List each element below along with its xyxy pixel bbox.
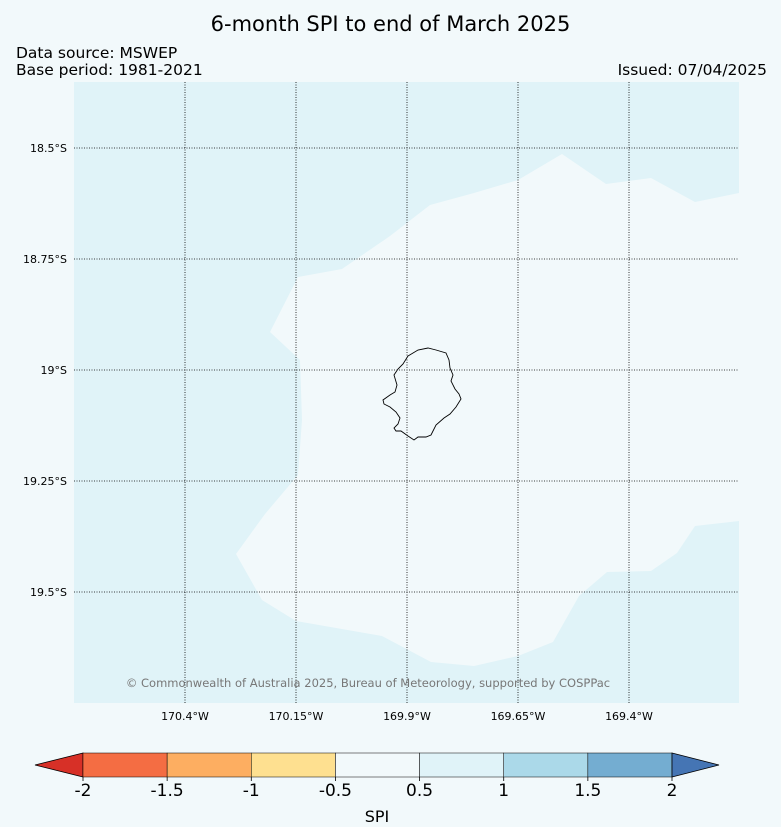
lon-label-170-4: 170.4°W [161,710,209,723]
lat-label-19: 19°S [41,364,67,377]
colorbar-extend-high [671,752,720,778]
colorbar-extend-low [34,752,84,778]
lon-label-170-15: 170.15°W [269,710,324,723]
colorbar [34,752,720,778]
colorbar-tick-label: 2 [667,781,678,801]
lat-label-19-5: 19.5°S [30,586,67,599]
lat-label-19-25: 19.25°S [23,475,67,488]
base-period: Base period: 1981-2021 [16,61,203,79]
colorbar-bin [335,752,420,778]
colorbar-tick-label: -1 [243,781,260,801]
near-normal-region [236,154,739,666]
colorbar-title: SPI [365,807,390,826]
colorbar-ticks: -2 -1.5 -1 -0.5 0.5 1 1.5 2 [75,777,678,801]
colorbar-tick-label: -1.5 [151,781,184,801]
copyright-text: © Commonwealth of Australia 2025, Bureau… [126,676,610,690]
colorbar-tick-label: 0.5 [406,781,433,801]
colorbar-tick-label: 1.5 [574,781,601,801]
lon-label-169-65: 169.65°W [491,710,546,723]
colorbar-tick-label: -0.5 [319,781,352,801]
colorbar-bin [587,752,673,778]
lon-label-169-9: 169.9°W [383,710,431,723]
graticule [74,82,739,703]
lat-label-18-5: 18.5°S [30,142,67,155]
colorbar-tick-label: -2 [75,781,92,801]
lon-label-169-4: 169.4°W [605,710,653,723]
colorbar-bin [503,752,589,778]
data-source: Data source: MSWEP [16,44,178,62]
colorbar-bin [419,752,504,778]
colorbar-bin [251,752,336,778]
colorbar-tick-label: 1 [498,781,509,801]
island-outline [382,347,462,441]
colorbar-bin [82,752,168,778]
colorbar-bin [166,752,252,778]
map-title: 6-month SPI to end of March 2025 [210,12,571,36]
issued-date: Issued: 07/04/2025 [617,61,767,79]
lat-label-18-75: 18.75°S [23,253,67,266]
